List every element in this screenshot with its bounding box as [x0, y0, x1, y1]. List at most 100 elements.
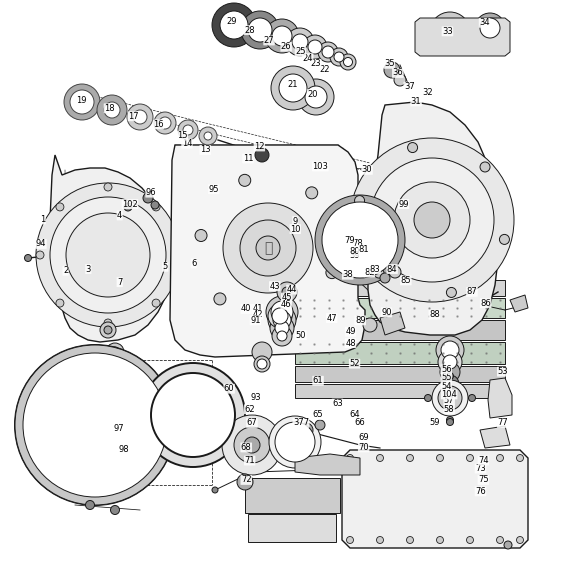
Text: 82: 82: [364, 268, 374, 277]
Circle shape: [220, 11, 248, 39]
Circle shape: [394, 74, 406, 86]
Circle shape: [265, 19, 299, 53]
Polygon shape: [510, 295, 528, 312]
Circle shape: [432, 380, 468, 416]
Text: 10: 10: [290, 225, 300, 234]
Circle shape: [271, 301, 293, 323]
Circle shape: [268, 306, 296, 334]
Text: 89: 89: [355, 316, 365, 325]
Circle shape: [152, 299, 160, 307]
Text: 11: 11: [243, 154, 253, 163]
Circle shape: [282, 287, 292, 297]
Circle shape: [272, 308, 288, 324]
Circle shape: [15, 345, 175, 505]
Polygon shape: [368, 102, 498, 335]
Circle shape: [330, 48, 348, 66]
Circle shape: [504, 541, 512, 549]
Circle shape: [275, 422, 315, 462]
Circle shape: [353, 240, 363, 250]
Circle shape: [248, 18, 272, 42]
Text: 7: 7: [117, 278, 123, 287]
Circle shape: [204, 132, 212, 140]
Circle shape: [244, 437, 260, 453]
Text: 4: 4: [117, 211, 123, 220]
Text: 67: 67: [247, 418, 257, 428]
Bar: [295, 280, 505, 296]
Text: 13: 13: [200, 145, 210, 154]
Circle shape: [239, 174, 251, 186]
Circle shape: [234, 427, 270, 463]
Circle shape: [104, 319, 112, 327]
Circle shape: [350, 247, 360, 257]
Text: 39: 39: [349, 251, 360, 260]
Text: 87: 87: [467, 287, 477, 296]
Text: 81: 81: [359, 245, 369, 254]
Circle shape: [223, 203, 313, 293]
Text: 41: 41: [253, 304, 263, 314]
Text: 46: 46: [281, 300, 291, 310]
Text: 23: 23: [311, 59, 321, 68]
Circle shape: [496, 536, 503, 544]
Text: 70: 70: [359, 443, 369, 452]
Circle shape: [446, 287, 457, 298]
Circle shape: [496, 454, 503, 462]
Text: 94: 94: [36, 239, 46, 249]
Circle shape: [394, 182, 470, 258]
Circle shape: [322, 46, 334, 58]
Circle shape: [355, 196, 365, 206]
Circle shape: [334, 52, 344, 62]
Circle shape: [241, 11, 279, 49]
Text: 57: 57: [444, 396, 454, 405]
Text: 50: 50: [296, 331, 306, 340]
Text: 69: 69: [359, 433, 369, 442]
Circle shape: [207, 187, 217, 197]
Circle shape: [97, 95, 127, 125]
Circle shape: [438, 386, 462, 410]
Bar: [360, 468, 508, 526]
Circle shape: [46, 464, 56, 474]
Text: 71: 71: [245, 456, 255, 465]
Text: 38: 38: [343, 270, 353, 279]
Text: 104: 104: [441, 390, 457, 399]
Circle shape: [406, 536, 413, 544]
Circle shape: [286, 28, 314, 56]
Circle shape: [172, 251, 180, 259]
Polygon shape: [415, 18, 510, 56]
Text: 30: 30: [362, 165, 372, 174]
Text: 77: 77: [498, 418, 508, 428]
Text: 65: 65: [313, 410, 323, 420]
Text: 62: 62: [245, 405, 255, 414]
Text: 53: 53: [498, 367, 508, 376]
Text: 27: 27: [264, 36, 274, 45]
Text: 78: 78: [353, 239, 363, 249]
Text: 59: 59: [429, 418, 439, 428]
Circle shape: [266, 296, 298, 328]
Circle shape: [27, 357, 163, 493]
Text: 68: 68: [241, 443, 251, 452]
Circle shape: [280, 312, 292, 324]
Text: 45: 45: [282, 293, 292, 302]
Circle shape: [305, 86, 327, 108]
Polygon shape: [380, 312, 405, 335]
Circle shape: [436, 336, 464, 364]
Bar: [245, 478, 340, 513]
Text: 95: 95: [209, 185, 219, 194]
Bar: [295, 320, 505, 340]
Circle shape: [270, 316, 294, 340]
Text: 20: 20: [307, 89, 317, 99]
Circle shape: [347, 454, 353, 462]
Text: 64: 64: [349, 410, 360, 420]
Text: 103: 103: [312, 162, 328, 171]
Circle shape: [66, 213, 150, 297]
Text: 80: 80: [350, 247, 360, 256]
Circle shape: [358, 253, 368, 263]
Circle shape: [183, 125, 193, 135]
Text: 73: 73: [475, 464, 486, 473]
Circle shape: [438, 350, 462, 374]
Circle shape: [257, 359, 267, 369]
Text: 37: 37: [404, 82, 414, 91]
Text: 29: 29: [226, 17, 237, 26]
Circle shape: [440, 362, 460, 382]
Circle shape: [110, 347, 120, 357]
Circle shape: [370, 158, 494, 282]
